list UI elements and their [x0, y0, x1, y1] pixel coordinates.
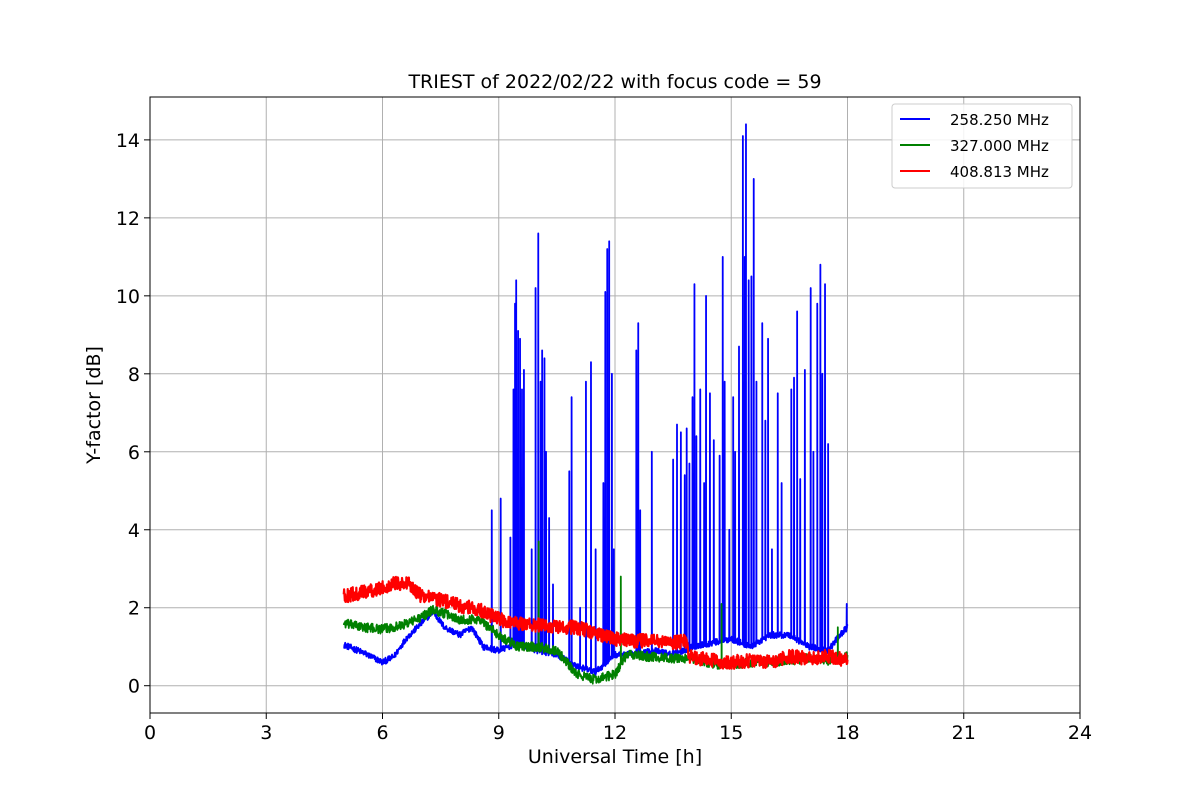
x-tick-label: 6 — [376, 722, 388, 744]
x-tick-label: 24 — [1068, 722, 1092, 744]
y-tick-label: 10 — [116, 286, 140, 308]
y-axis-label: Y-factor [dB] — [83, 346, 105, 465]
x-tick-label: 18 — [835, 722, 859, 744]
legend-box — [891, 103, 1073, 189]
legend: 258.250 MHz 327.000 MHz 408.813 MHz — [891, 103, 1073, 189]
y-tick-label: 14 — [116, 130, 140, 152]
legend-label: 258.250 MHz — [950, 111, 1049, 129]
series-line — [343, 123, 849, 676]
plot-series — [342, 123, 849, 685]
y-tick-label: 6 — [128, 442, 140, 464]
chart-title: TRIEST of 2022/02/22 with focus code = 5… — [407, 71, 821, 93]
y-tick-label: 4 — [128, 520, 140, 542]
y-tick-label: 8 — [128, 364, 140, 386]
x-tick-label: 0 — [144, 722, 156, 744]
x-tick-label: 15 — [719, 722, 743, 744]
legend-label: 327.000 MHz — [950, 137, 1049, 155]
x-axis-label: Universal Time [h] — [528, 746, 702, 768]
series-line — [342, 575, 849, 670]
x-tick-label: 3 — [260, 722, 272, 744]
x-tick-label: 9 — [493, 722, 505, 744]
y-tick-label: 12 — [116, 208, 140, 230]
y-tick-label: 0 — [128, 676, 140, 698]
y-tick-label: 2 — [128, 598, 140, 620]
x-tick-label: 21 — [952, 722, 976, 744]
x-tick-label: 12 — [603, 722, 627, 744]
legend-label: 408.813 MHz — [950, 163, 1049, 181]
